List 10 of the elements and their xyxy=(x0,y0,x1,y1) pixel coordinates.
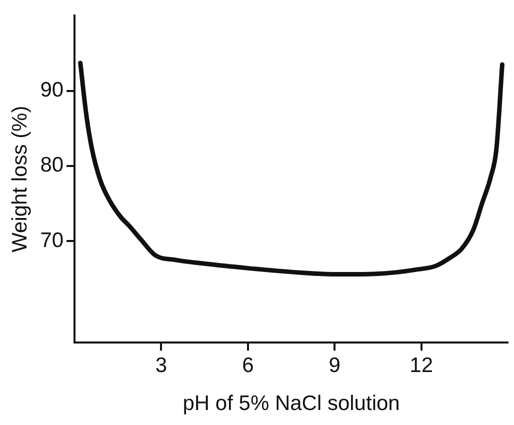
x-tick-label: 12 xyxy=(410,354,433,377)
x-axis-title: pH of 5% NaCl solution xyxy=(182,392,400,416)
y-tick-label: 70 xyxy=(40,228,64,252)
x-tick-label: 6 xyxy=(242,354,254,377)
x-tick-label: 3 xyxy=(155,354,168,377)
y-tick-label: 80 xyxy=(40,154,64,177)
y-tick-label: 90 xyxy=(40,78,64,102)
y-axis-title: Weight loss (%) xyxy=(8,106,32,252)
x-tick-label: 9 xyxy=(328,354,340,377)
line-series xyxy=(78,60,504,276)
